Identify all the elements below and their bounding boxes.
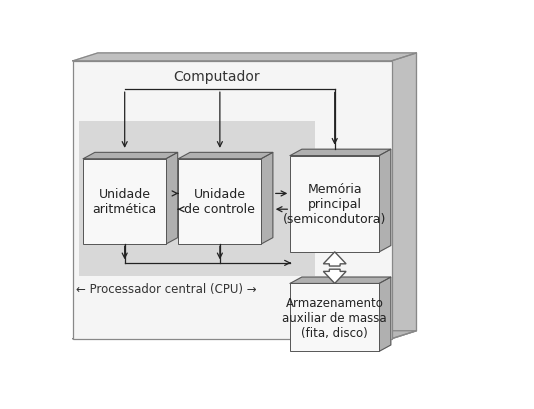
Bar — [178, 159, 261, 244]
Text: Computador: Computador — [173, 70, 260, 83]
Polygon shape — [178, 153, 273, 159]
Polygon shape — [290, 277, 391, 284]
Text: Armazenamento
auxiliar de massa
(fita, disco): Armazenamento auxiliar de massa (fita, d… — [282, 296, 387, 339]
Text: Unidade
aritmética: Unidade aritmética — [92, 188, 157, 216]
Text: Memória
principal
(semicondutora): Memória principal (semicondutora) — [283, 183, 387, 226]
Polygon shape — [83, 153, 178, 159]
Text: Unidade
de controle: Unidade de controle — [184, 188, 255, 216]
Polygon shape — [73, 331, 417, 339]
Polygon shape — [379, 277, 391, 351]
Polygon shape — [261, 153, 273, 244]
Bar — [290, 156, 379, 252]
Polygon shape — [290, 150, 391, 156]
FancyArrow shape — [324, 270, 346, 284]
Bar — [73, 62, 391, 339]
Text: ← Processador central (CPU) →: ← Processador central (CPU) → — [76, 282, 256, 295]
Polygon shape — [73, 54, 417, 62]
Bar — [79, 121, 315, 276]
Bar — [290, 284, 379, 351]
Polygon shape — [166, 153, 178, 244]
Bar — [83, 159, 166, 244]
Polygon shape — [391, 54, 417, 339]
FancyArrow shape — [324, 252, 346, 266]
Polygon shape — [379, 150, 391, 252]
